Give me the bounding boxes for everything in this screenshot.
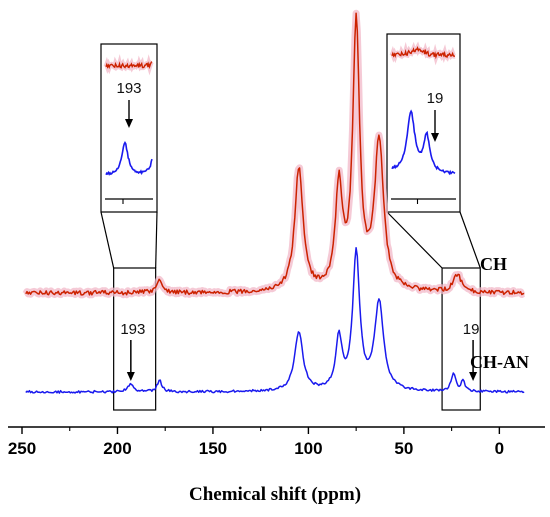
annotation-label: 19 [463, 321, 480, 338]
x-tick-label: 250 [8, 439, 36, 458]
x-tick-label: 100 [294, 439, 322, 458]
inset-connector-right [459, 211, 481, 269]
highlight-regions [113, 267, 481, 411]
insets-layer: 193 19 [100, 33, 481, 269]
inset-frame [386, 33, 461, 213]
annotation-label: 193 [120, 321, 145, 338]
series-line-ch [25, 12, 525, 296]
inset-trace-ch [391, 45, 456, 60]
highlight-region-box [441, 267, 481, 411]
inset-19: 19 [386, 33, 481, 269]
series-line-ch-an [25, 246, 525, 394]
annotation-193: 193 [120, 321, 145, 381]
annotation-arrow-head [469, 372, 478, 381]
annotation-layer: 193 19 [120, 321, 479, 381]
inset-connector-left [100, 211, 115, 269]
inset-connector-left [386, 211, 443, 269]
x-tick-label: 50 [394, 439, 413, 458]
annotation-arrow-head [126, 372, 135, 381]
inset-193: 193 [100, 43, 158, 269]
inset-arrow-head [125, 119, 133, 128]
x-tick-label: 150 [199, 439, 227, 458]
inset-annotation-label: 193 [116, 80, 141, 97]
x-axis-ticks: 250 200 150 100 50 0 [8, 427, 504, 458]
x-tick-label: 200 [103, 439, 131, 458]
inset-connector-right [155, 211, 158, 269]
x-axis-title: Chemical shift (ppm) [189, 484, 361, 505]
series-label-ch: CH [480, 254, 507, 274]
inset-annotation-label: 19 [427, 90, 444, 107]
inset-arrow-head [431, 133, 439, 142]
inset-trace-ch-an [391, 109, 456, 176]
inset-trace-ch [105, 61, 153, 70]
series-label-ch-an: CH-AN [470, 352, 529, 372]
x-tick-label: 0 [495, 439, 504, 458]
highlight-region-box [113, 267, 157, 411]
series-layer [22, 9, 527, 394]
inset-trace-ch-an [105, 140, 153, 176]
annotation-19: 19 [463, 321, 480, 381]
